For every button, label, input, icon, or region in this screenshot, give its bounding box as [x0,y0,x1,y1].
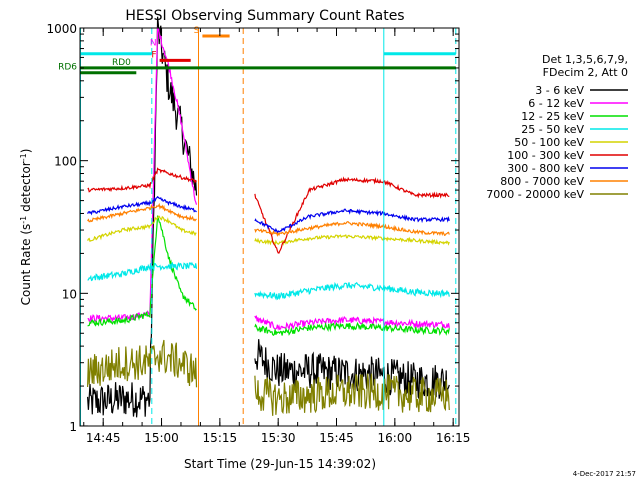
legend-label: 6 - 12 keV [528,97,584,110]
series-line [87,215,450,337]
flag-label: RD6 [58,63,77,73]
x-tick-label: 14:45 [86,431,121,445]
series-line [87,261,450,301]
series-line [87,202,450,237]
x-tick-label: 16:15 [436,431,471,445]
flag-label: RD0 [112,58,131,68]
legend-label: 50 - 100 keV [514,136,584,149]
flag-label: S [194,26,200,36]
legend-label: 12 - 25 keV [521,110,584,123]
x-tick-label: 15:15 [203,431,238,445]
y-axis-title: Count Rate (s-1 detector-1) [19,149,33,306]
flag-label: N [150,39,157,49]
flag-bars-layer: RD0 RD6 F S N [58,26,456,75]
axis-layer: 14:45 15:00 15:15 15:30 15:45 16:00 16:15 1 10 10… [46,22,470,445]
y-tick-label: 10 [62,287,77,301]
legend-label: 25 - 50 keV [521,123,584,136]
y-tick-label: 1000 [46,22,77,36]
legend-header: FDecim 2, Att 0 [543,66,628,79]
legend-label: 100 - 300 keV [507,149,584,162]
series-line [87,215,450,246]
x-tick-label: 16:00 [378,431,413,445]
y-tick-label: 1 [69,420,77,434]
legend-label: 7000 - 20000 keV [486,188,584,201]
series-line [87,195,450,235]
y-tick-label: 100 [54,155,77,169]
legend-header: Det 1,3,5,6,7,9, [542,53,628,66]
plot-frame [79,27,460,427]
x-tick-label: 15:00 [144,431,179,445]
footer-date: 4-Dec-2017 21:57 [573,470,636,478]
legend-label: 300 - 800 keV [507,162,584,175]
flag-label: F [151,50,156,60]
series-line [87,339,450,416]
x-axis-title: Start Time (29-Jun-15 14:39:02) [184,457,376,471]
chart-title: HESSI Observing Summary Count Rates [125,8,404,24]
legend: Det 1,3,5,6,7,9,FDecim 2, Att 0 3 - 6 keV… [486,53,628,201]
legend-label: 800 - 7000 keV [500,175,584,188]
x-tick-label: 15:30 [261,431,296,445]
legend-label: 3 - 6 keV [535,84,584,97]
x-tick-label: 15:45 [319,431,354,445]
